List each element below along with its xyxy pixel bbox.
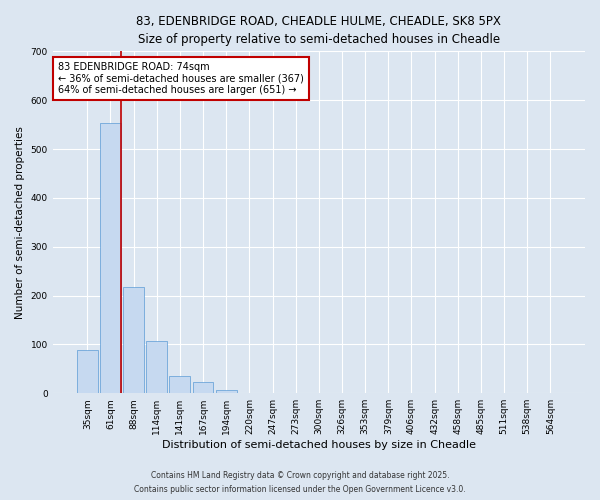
Bar: [77, 350, 98, 393]
Bar: [146, 342, 167, 393]
Bar: [100, 122, 121, 393]
Bar: [216, 390, 236, 393]
Bar: [193, 382, 214, 393]
X-axis label: Distribution of semi-detached houses by size in Cheadle: Distribution of semi-detached houses by …: [162, 440, 476, 450]
Bar: [169, 376, 190, 393]
Y-axis label: Number of semi-detached properties: Number of semi-detached properties: [15, 126, 25, 318]
Text: Contains HM Land Registry data © Crown copyright and database right 2025.
Contai: Contains HM Land Registry data © Crown c…: [134, 472, 466, 494]
Bar: [123, 287, 144, 393]
Title: 83, EDENBRIDGE ROAD, CHEADLE HULME, CHEADLE, SK8 5PX
Size of property relative t: 83, EDENBRIDGE ROAD, CHEADLE HULME, CHEA…: [136, 15, 501, 46]
Text: 83 EDENBRIDGE ROAD: 74sqm
← 36% of semi-detached houses are smaller (367)
64% of: 83 EDENBRIDGE ROAD: 74sqm ← 36% of semi-…: [58, 62, 304, 95]
